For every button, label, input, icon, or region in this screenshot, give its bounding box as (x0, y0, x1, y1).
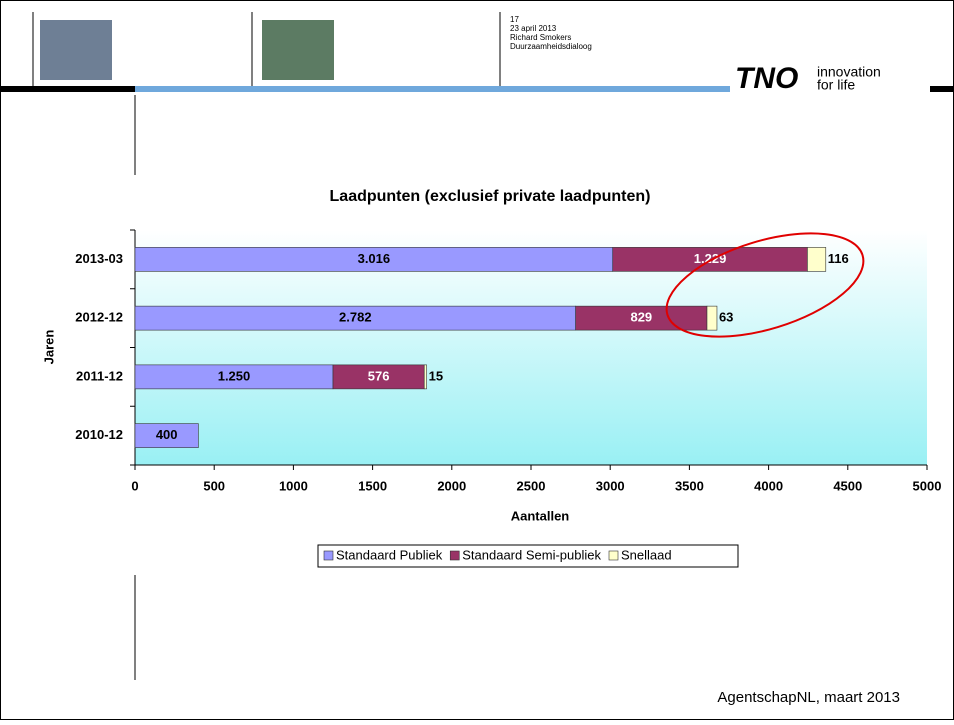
x-axis-label: Aantallen (511, 508, 570, 523)
bar-segment (807, 247, 827, 272)
legend-swatch (323, 550, 334, 561)
data-label: 2.782 (339, 310, 372, 325)
data-label: 63 (719, 310, 733, 325)
y-tick-label: 2013-03 (75, 251, 123, 266)
car-image (40, 20, 112, 80)
header-bar-dark (0, 86, 135, 92)
footer: AgentschapNL, maart 2013 (717, 689, 900, 706)
x-tick-label: 1500 (358, 478, 387, 493)
bar-segment (706, 305, 718, 331)
data-label: 576 (368, 368, 390, 383)
data-label: 829 (630, 310, 652, 325)
legend-label: Standaard Publiek (336, 547, 443, 562)
data-label: 116 (828, 251, 849, 266)
x-tick-label: 4500 (833, 478, 862, 493)
map-image (262, 20, 334, 80)
tagline: for life (817, 77, 855, 93)
data-label: 3.016 (358, 251, 391, 266)
legend-swatch (449, 550, 460, 561)
tagline: innovation (817, 64, 881, 80)
x-tick-label: 500 (203, 478, 225, 493)
logo: TNO (735, 62, 798, 95)
y-axis-label: Jaren (41, 330, 56, 365)
bar-segment (423, 364, 427, 390)
page-number: 17 (510, 15, 519, 24)
date: 23 april 2013 (510, 24, 557, 33)
bar-segment (134, 247, 614, 272)
data-label: 1.250 (218, 368, 251, 383)
y-tick-label: 2011-12 (76, 368, 123, 383)
data-label: 15 (429, 368, 443, 383)
author: Richard Smokers (510, 33, 571, 42)
header-bar-end (930, 86, 954, 92)
legend-label: Snellaad (621, 547, 672, 562)
y-tick-label: 2010-12 (75, 427, 123, 442)
x-tick-label: 3000 (596, 478, 625, 493)
data-label: 1.229 (694, 251, 727, 266)
chart-title: Laadpunten (exclusief private laadpunten… (330, 188, 651, 205)
bar-segment (332, 364, 425, 390)
x-tick-label: 2000 (437, 478, 466, 493)
bar-segment (575, 305, 708, 331)
legend-label: Standaard Semi-publiek (462, 547, 601, 562)
x-tick-label: 4000 (754, 478, 783, 493)
logo-bg (730, 64, 930, 94)
bar-segment (612, 247, 808, 272)
data-label: 400 (156, 427, 178, 442)
x-tick-label: 1000 (279, 478, 308, 493)
x-tick-label: 3500 (675, 478, 704, 493)
legend-swatch (608, 550, 619, 561)
x-tick-label: 0 (131, 478, 138, 493)
header-bar (0, 86, 954, 92)
bar-segment (134, 423, 199, 448)
x-tick-label: 5000 (913, 478, 942, 493)
highlight-ellipse (665, 232, 865, 338)
bar-segment (134, 364, 334, 390)
legend (317, 544, 739, 568)
event: Duurzaamheidsdialoog (510, 42, 592, 51)
y-tick-label: 2012-12 (75, 310, 123, 325)
x-tick-label: 2500 (517, 478, 546, 493)
